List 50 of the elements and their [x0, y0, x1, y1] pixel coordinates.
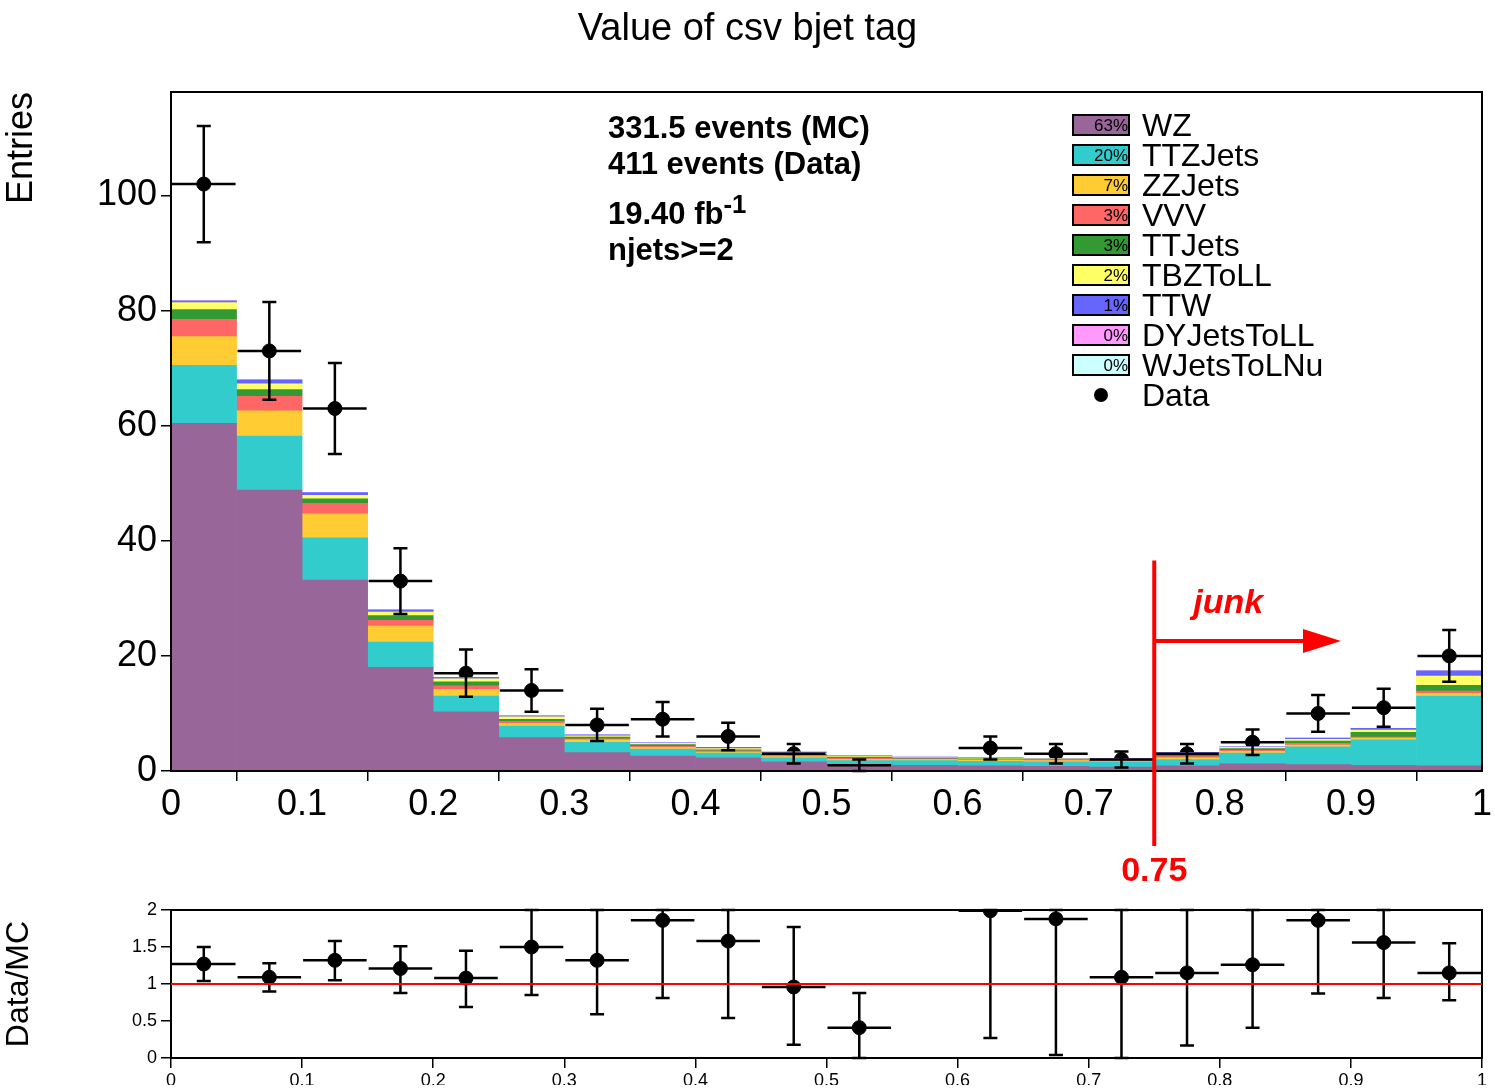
y-tick-label: 1: [146, 972, 157, 993]
y-tick-label: 100: [96, 172, 157, 214]
x-tick-label: 1: [1471, 781, 1493, 823]
annotation: 1%: [1072, 294, 1130, 316]
annotation: 19.40 fb$^{-1}$: [608, 189, 748, 233]
annotation: 0%: [1072, 354, 1130, 376]
x-tick-label: 0.7: [1063, 781, 1114, 823]
y-tick-label: 2: [146, 898, 157, 919]
y-tick-label: 0: [136, 747, 157, 789]
x-tick-label: 0: [165, 1069, 177, 1090]
x-tick-label: 0.4: [682, 1069, 708, 1090]
x-tick-label: 0.5: [813, 1069, 840, 1090]
annotation: 0%: [1072, 324, 1130, 346]
annotation: njets>=2: [608, 232, 735, 269]
x-tick-label: 0.5: [801, 781, 852, 823]
x-tick-label: 0.8: [1207, 1069, 1233, 1090]
x-tick-label: 0.4: [670, 781, 721, 823]
x-tick-label: 0.3: [539, 781, 590, 823]
y-axis-title: Entries: [0, 92, 40, 205]
annotation: 331.5 events (MC): [608, 110, 870, 146]
y-tick-label: 0.5: [131, 1009, 157, 1030]
annotation: 2%: [1072, 264, 1130, 286]
annotation: 7%: [1072, 174, 1130, 196]
x-tick-label: 0.6: [932, 781, 983, 823]
x-tick-label: 0.1: [289, 1069, 315, 1090]
x-tick-label: 1: [1476, 1069, 1488, 1090]
y-tick-label: 40: [116, 517, 157, 559]
annotation: 3%: [1072, 234, 1130, 256]
x-tick-label: 0.2: [420, 1069, 446, 1090]
annotation: 3%: [1072, 204, 1130, 226]
ref-line-label: 0.75: [1121, 850, 1188, 889]
annotation: junk: [1189, 581, 1266, 620]
x-tick-label: 0.9: [1325, 781, 1376, 823]
x-tick-label: 0.8: [1194, 781, 1245, 823]
annotation: 63%: [1072, 114, 1130, 136]
x-tick-label: 0.3: [551, 1069, 577, 1090]
annotation: 20%: [1072, 144, 1130, 166]
x-tick-label: 0.2: [408, 781, 459, 823]
y-tick-label: 1.5: [131, 935, 157, 956]
x-tick-label: 0.9: [1338, 1069, 1364, 1090]
y-axis-title: Data/MC: [0, 920, 36, 1048]
y-tick-label: 80: [116, 287, 157, 329]
annotation: 411 events (Data): [608, 146, 863, 182]
y-tick-label: 0: [146, 1046, 157, 1067]
y-tick-label: 60: [116, 402, 157, 444]
y-tick-label: 20: [116, 632, 157, 674]
x-tick-label: 0.6: [945, 1069, 971, 1090]
x-tick-label: 0.1: [277, 781, 328, 823]
x-tick-label: 0.7: [1076, 1069, 1102, 1090]
chart-title: Value of csv bjet tag: [576, 6, 919, 49]
